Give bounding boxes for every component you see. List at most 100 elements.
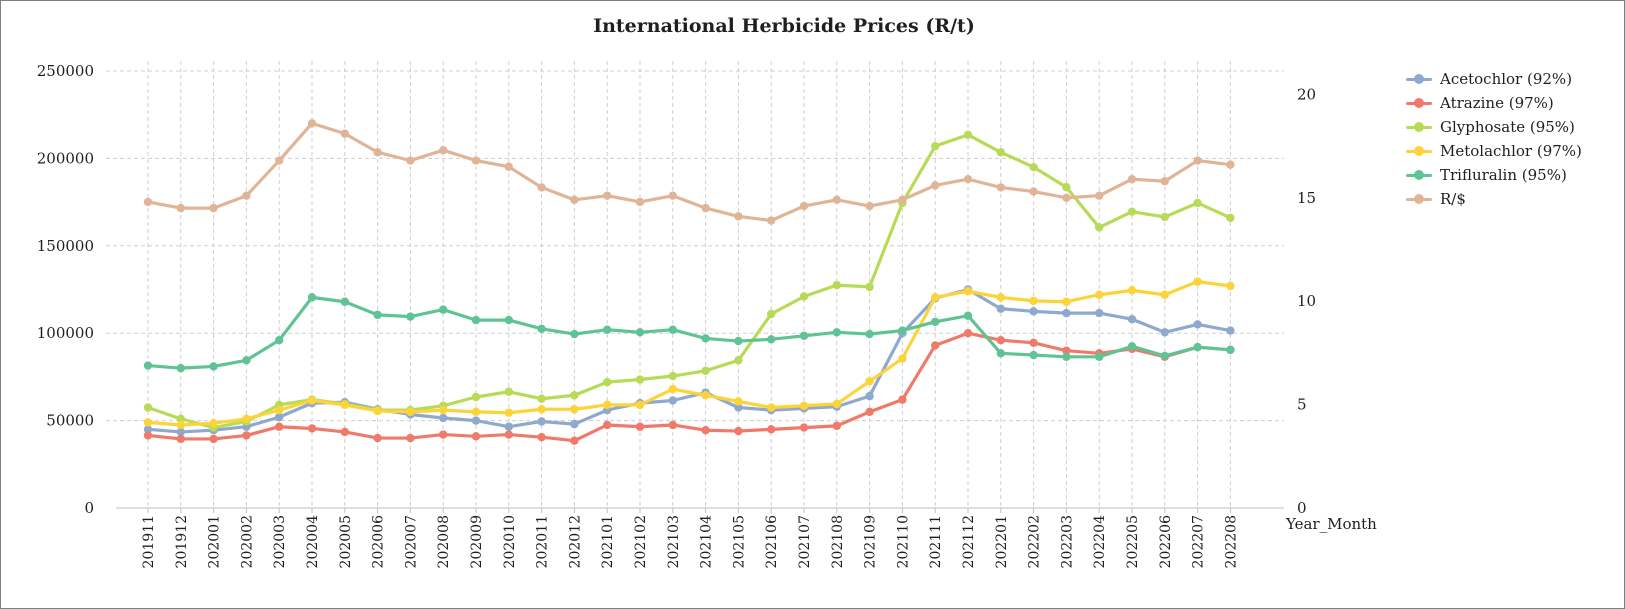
data-point — [537, 394, 546, 403]
data-point — [996, 349, 1005, 358]
series-line — [146, 133, 1233, 430]
data-point — [832, 399, 841, 409]
data-point — [1095, 223, 1104, 232]
data-point — [439, 305, 448, 314]
data-point — [1029, 296, 1038, 306]
data-point — [242, 414, 251, 424]
x-tick-label: 202004 — [305, 515, 321, 569]
data-point — [176, 363, 185, 373]
data-point — [340, 400, 349, 410]
data-point — [570, 405, 579, 414]
x-tick-label: 202001 — [207, 515, 223, 568]
data-point — [1029, 162, 1038, 172]
data-point — [471, 416, 481, 425]
data-point — [1193, 320, 1202, 329]
data-point — [570, 419, 579, 429]
series-line — [146, 280, 1233, 427]
data-point — [931, 317, 940, 327]
y-tick-label: 150000 — [37, 237, 94, 255]
data-point — [471, 392, 481, 402]
x-tick-label: 202106 — [764, 515, 780, 569]
data-point — [275, 405, 284, 415]
data-point — [537, 405, 546, 414]
data-point — [668, 420, 677, 430]
data-point — [1029, 307, 1038, 316]
data-point — [603, 191, 612, 200]
data-point — [1095, 308, 1104, 318]
data-point — [176, 203, 185, 213]
x-tick-label: 201911 — [141, 515, 157, 568]
data-point — [767, 335, 776, 344]
data-point — [570, 329, 579, 339]
data-point — [143, 197, 153, 207]
y-tick-label: 50000 — [46, 412, 94, 430]
data-point — [1127, 207, 1137, 216]
data-point — [668, 191, 677, 200]
data-point — [898, 395, 907, 404]
data-point — [635, 422, 645, 431]
data-point — [406, 407, 415, 417]
x-tick-label: 202006 — [371, 515, 387, 569]
data-point — [209, 434, 218, 444]
data-point — [504, 430, 513, 439]
data-point — [143, 425, 153, 434]
data-point — [471, 407, 481, 417]
data-point — [799, 201, 809, 211]
data-point — [307, 424, 317, 433]
data-point — [865, 407, 874, 417]
x-tick-label: 202011 — [535, 515, 551, 568]
series-5 — [143, 119, 1235, 225]
legend-marker — [1406, 193, 1432, 205]
data-point — [865, 391, 874, 401]
data-point — [537, 183, 546, 192]
data-point — [668, 325, 677, 334]
data-point — [603, 400, 612, 410]
x-tick-label: 202111 — [928, 515, 944, 568]
data-point — [963, 130, 973, 140]
data-point — [439, 430, 448, 439]
data-point — [767, 309, 776, 319]
data-point — [931, 141, 940, 151]
data-point — [1095, 352, 1104, 361]
data-point — [242, 431, 251, 440]
data-point — [504, 408, 513, 417]
x-tick-label: 202104 — [699, 515, 715, 569]
data-point — [1062, 346, 1071, 355]
legend-marker — [1406, 169, 1432, 181]
data-point — [143, 418, 153, 427]
data-point — [1226, 326, 1235, 335]
data-point — [603, 420, 612, 430]
data-point — [996, 148, 1005, 157]
data-point — [1193, 342, 1202, 352]
data-point — [406, 312, 415, 321]
x-tick-label: 202208 — [1223, 515, 1239, 568]
data-point — [799, 423, 809, 432]
x-axis-label: Year_Month — [1285, 515, 1377, 533]
x-tick-label: 202110 — [895, 515, 911, 568]
series-1 — [143, 329, 1235, 445]
data-point — [1127, 286, 1137, 295]
y2-tick-label: 5 — [1297, 396, 1307, 414]
data-point — [734, 426, 743, 436]
legend: Acetochlor (92%) Atrazine (97%) Glyphosate… — [1406, 67, 1582, 211]
data-point — [898, 195, 907, 205]
data-point — [340, 129, 349, 138]
data-point — [242, 191, 251, 200]
data-point — [406, 433, 415, 443]
data-point — [1193, 198, 1202, 208]
series-4 — [143, 293, 1235, 373]
x-tick-label: 202010 — [502, 515, 518, 568]
gridlines — [106, 61, 1284, 508]
data-point — [406, 156, 415, 165]
x-tick-label: 202005 — [338, 515, 354, 568]
x-tick-label: 202201 — [994, 515, 1010, 568]
data-point — [1029, 350, 1038, 360]
data-point — [635, 197, 645, 207]
legend-item: Acetochlor (92%) — [1406, 67, 1582, 91]
x-tick-label: 202108 — [830, 515, 846, 568]
data-point — [832, 421, 841, 431]
data-point — [176, 420, 185, 430]
data-point — [668, 396, 677, 405]
data-point — [1029, 187, 1038, 196]
data-point — [701, 391, 710, 400]
